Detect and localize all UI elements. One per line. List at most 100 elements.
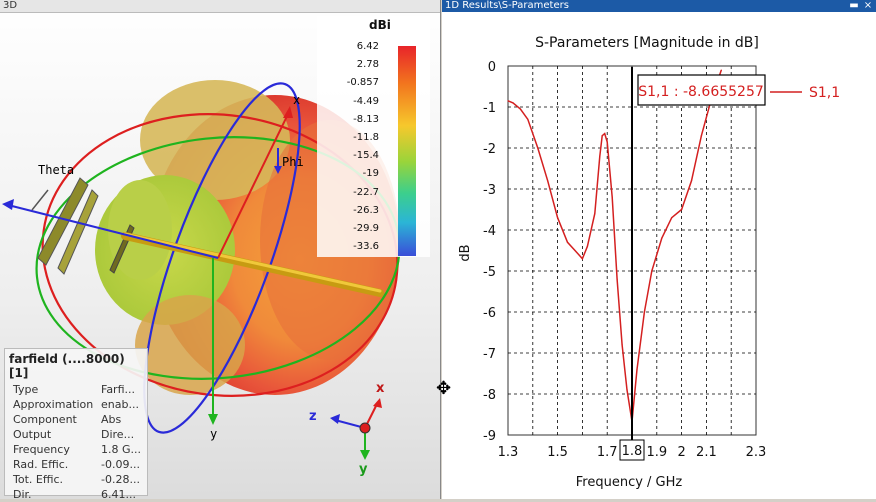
farfield-info-box: farfield (....8000) [1] Type Farfi... Appr…	[4, 348, 148, 501]
info-value: 6.41...	[101, 488, 136, 501]
y-tick-label: 0	[488, 60, 496, 75]
trace-point	[566, 241, 569, 243]
trace-point	[606, 141, 608, 143]
info-value: Farfi...	[101, 383, 135, 396]
trace-point	[671, 217, 673, 219]
trace-point	[621, 344, 623, 346]
trace-point	[581, 258, 583, 260]
marker-value-box	[637, 74, 766, 106]
axis-ticks: 0 -1 -2 -3 -4 -5 -6 -7 -8 -91.3 1.5 1.7 1.81.9 2 2.1 2.…	[483, 60, 766, 460]
y-tick-label: -6	[483, 306, 496, 321]
trace-point	[512, 102, 514, 104]
panel-title-sparam: 1D Results\S-Parameters	[442, 0, 876, 12]
farfield-3d-panel[interactable]: 3D	[0, 0, 441, 501]
legend-tick-label: -11.8	[353, 132, 379, 143]
frequency-marker[interactable]: 1.8 S1,1 : -8.6655257	[619, 67, 766, 461]
info-value: 1.8 G...	[101, 443, 142, 456]
trace-s11	[507, 69, 723, 422]
panel-title-3d: 3D	[0, 0, 440, 13]
legend-tick-label: 2.78	[356, 59, 379, 71]
trace-point	[527, 118, 529, 120]
trace-point	[636, 368, 638, 370]
axis-label-y: y	[210, 427, 217, 441]
trace-point	[651, 270, 653, 272]
legend-tick-label: -19	[362, 168, 379, 180]
coordinate-axes	[2, 106, 293, 425]
trace-point	[601, 135, 603, 137]
marker-x-box	[619, 439, 645, 461]
axis-label-phi: Phi	[282, 155, 304, 169]
trace-point	[690, 180, 693, 182]
axis-label-theta: Theta	[38, 163, 74, 177]
trace-point	[594, 213, 596, 215]
y-tick-label: -2	[483, 142, 496, 157]
y-tick-label: -3	[483, 183, 496, 198]
info-value: enab...	[101, 398, 139, 411]
trace-point	[720, 69, 722, 71]
y-tick-label: -4	[483, 224, 496, 239]
info-key: Approximation	[13, 398, 94, 411]
info-value: Dire...	[101, 428, 135, 441]
orientation-triad[interactable]: x z y	[309, 381, 385, 477]
trace-point	[519, 108, 521, 110]
close-button[interactable]: ×	[863, 0, 873, 11]
triad-label-z: z	[309, 409, 317, 424]
marker-x-label: 1.8	[622, 444, 643, 459]
trace-point	[547, 180, 549, 182]
info-table: Type Farfi... Approximation enab... Componen…	[13, 382, 141, 502]
info-row: Tot. Effic. -0.28...	[13, 472, 141, 487]
trace-point	[604, 133, 606, 135]
legend-tick-label: -22.7	[353, 186, 379, 198]
trace-point	[574, 249, 576, 252]
trace-point	[616, 278, 618, 280]
x-tick-label: 1.3	[498, 445, 519, 460]
x-tick-label: 2	[677, 445, 685, 460]
trace-point	[557, 217, 559, 219]
trace-point	[661, 237, 663, 239]
info-key: Tot. Effic.	[13, 473, 64, 486]
color-scale-legend: dBi 6.42 2.78 -0.857 -4.49 -8.13 -11.8 -15.4 -1…	[317, 16, 430, 257]
legend-tick-label: -15.4	[353, 150, 379, 162]
legend-tick-label: -0.857	[346, 77, 379, 89]
info-value: Abs	[101, 413, 122, 426]
trace-point	[599, 155, 601, 157]
trace-point	[700, 135, 703, 137]
legend-tick-label: -33.6	[353, 241, 379, 253]
info-key: Type	[13, 383, 39, 396]
trace-point	[611, 196, 613, 198]
info-row: Approximation enab...	[13, 397, 141, 412]
x-tick-label: 1.5	[547, 445, 568, 460]
info-key: Output	[13, 428, 52, 441]
trace-point	[643, 311, 645, 313]
info-value: -0.28...	[101, 473, 140, 486]
chart-legend: S1,1	[770, 85, 840, 101]
legend-tick-label: 6.42	[356, 41, 379, 52]
triad-label-x: x	[376, 381, 385, 396]
legend-tick-label: -8.13	[353, 113, 379, 125]
legend-unit: dBi	[369, 18, 391, 32]
sparam-chart[interactable]: S-Parameters [Magnitude in dB] Frequency…	[442, 13, 876, 499]
trace-point	[537, 147, 539, 149]
y-tick-label: -7	[483, 347, 496, 362]
x-tick-label: 2.3	[746, 445, 767, 460]
info-key: Component	[13, 413, 77, 426]
info-key: Dir.	[13, 488, 32, 501]
minimize-button[interactable]: ▬	[849, 0, 859, 11]
info-row: Frequency 1.8 G...	[13, 442, 141, 457]
info-row: Type Farfi...	[13, 382, 141, 397]
sparam-panel[interactable]: 1D Results\S-Parameters ▬ × S-Parameters…	[442, 0, 876, 499]
y-tick-label: -8	[483, 388, 496, 403]
triad-label-y: y	[359, 462, 368, 477]
legend-entry-s11: S1,1	[809, 85, 840, 101]
legend-tick-label: -26.3	[353, 204, 379, 216]
trace-point	[586, 245, 588, 247]
y-tick-label: -5	[483, 265, 496, 280]
y-axis-label: dB	[458, 244, 473, 261]
trace-point	[626, 389, 628, 391]
info-row: Output Dire...	[13, 427, 141, 442]
x-axis-label: Frequency / GHz	[576, 475, 683, 490]
info-row: Component Abs	[13, 412, 141, 427]
trace-layer	[507, 69, 723, 423]
marker-value-label: S1,1 : -8.6655257	[638, 84, 764, 100]
y-tick-label: -9	[483, 429, 496, 444]
